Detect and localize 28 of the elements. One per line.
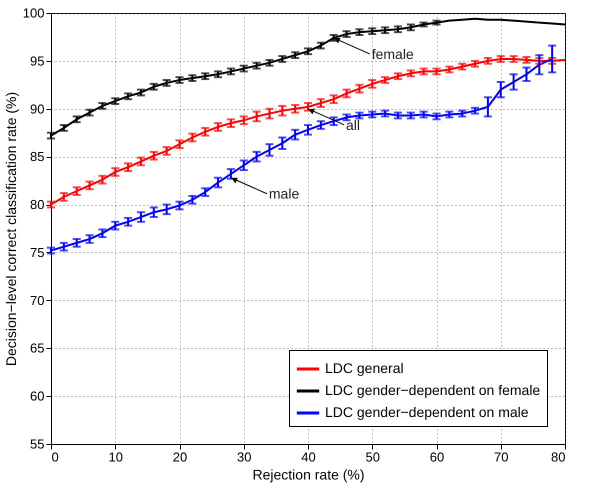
y-tick-label: 80 xyxy=(30,197,44,212)
y-tick-label: 60 xyxy=(30,388,44,404)
y-tick-label: 100 xyxy=(22,6,44,20)
x-tick-label: 10 xyxy=(108,450,123,464)
y-tick-label: 75 xyxy=(30,244,44,260)
y-tick-label: 55 xyxy=(30,436,44,452)
legend-label: LDC gender−dependent on female xyxy=(325,382,540,398)
y-tick-label: 95 xyxy=(30,53,44,68)
x-tick-label: 20 xyxy=(172,450,188,464)
x-tick-label: 40 xyxy=(301,450,316,464)
x-tick-label: 0 xyxy=(52,450,59,464)
annotation: all xyxy=(346,116,360,133)
x-tick-label: 30 xyxy=(237,450,252,464)
y-axis-title: Decision−level correct classification rate (%) xyxy=(2,92,19,366)
line-series xyxy=(50,58,566,206)
x-tick-label: 70 xyxy=(494,450,508,464)
x-tick-label: 50 xyxy=(366,450,380,464)
x-axis-title: Rejection rate (%) xyxy=(252,466,365,482)
y-tick-label: 65 xyxy=(30,340,44,356)
annotation: female xyxy=(372,46,414,62)
y-tick-label: 90 xyxy=(30,101,44,116)
x-tick-label: 60 xyxy=(430,450,444,464)
annotation: male xyxy=(268,186,300,202)
y-tick-label: 70 xyxy=(30,292,44,308)
legend-label: LDC general xyxy=(325,360,404,376)
y-tick-label: 85 xyxy=(30,149,44,164)
x-tick-label: 80 xyxy=(551,450,566,464)
legend-label: LDC gender−dependent on male xyxy=(325,404,529,420)
